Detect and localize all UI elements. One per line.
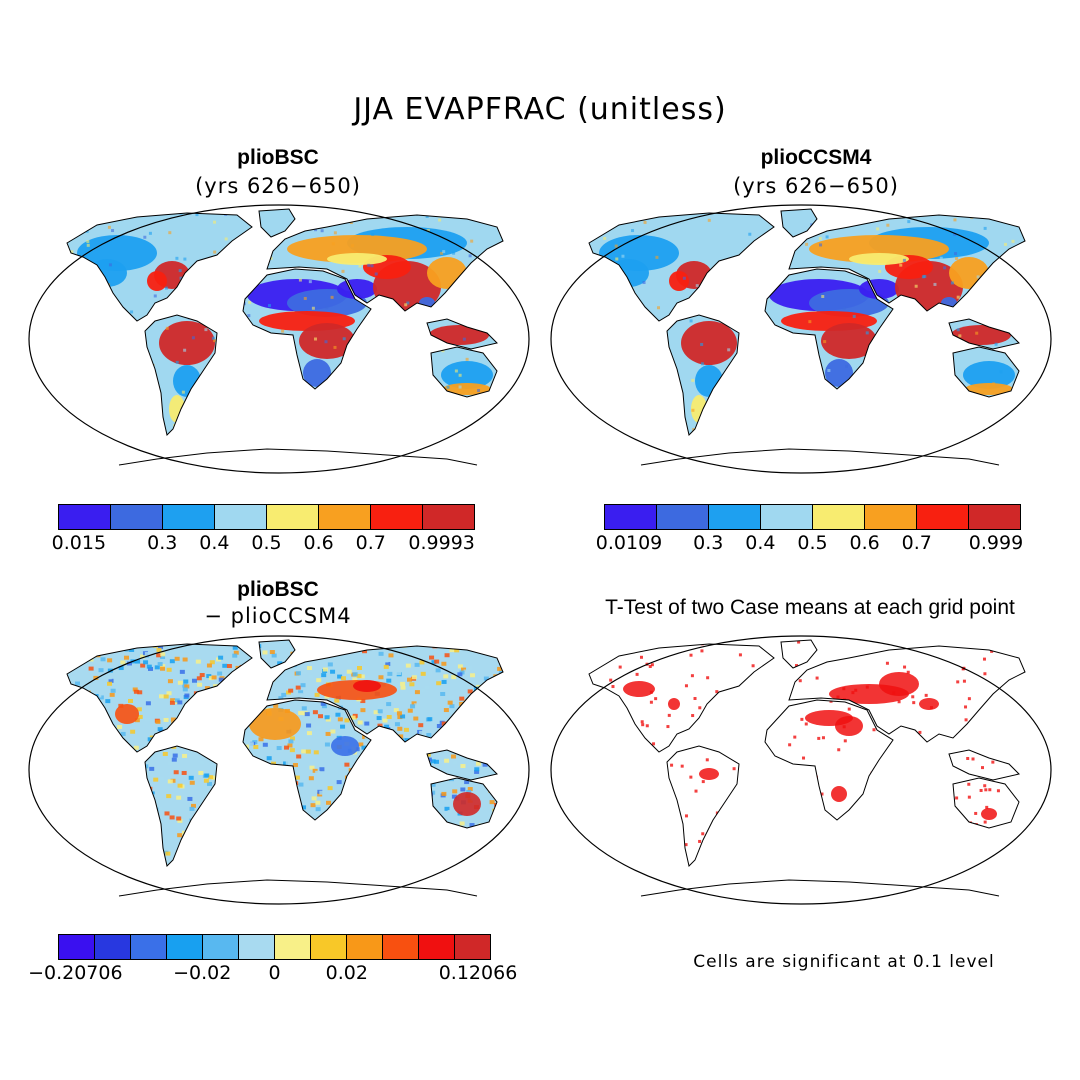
- colorbar-difference: [58, 934, 491, 960]
- colorbar-tick-label: 0.7: [901, 532, 932, 554]
- colorbar-tick-label: 0.6: [849, 532, 880, 554]
- colorbar-plioBSC: [58, 504, 475, 530]
- colorbar-tick-label: 0.4: [745, 532, 776, 554]
- colorbar-swatch: [761, 505, 813, 529]
- colorbar-swatch: [131, 935, 167, 959]
- colorbar-tick-label: 0.4: [199, 532, 230, 554]
- colorbar-swatch: [347, 935, 383, 959]
- colorbar-swatch: [163, 505, 215, 529]
- panel4-title: T-Test of two Case means at each grid po…: [605, 596, 1015, 619]
- panel2-subtitle: (yrs 626−650): [733, 174, 899, 198]
- colorbar-swatch: [267, 505, 319, 529]
- colorbar-swatch: [605, 505, 657, 529]
- colorbar-swatch: [969, 505, 1020, 529]
- panel3-title: plioBSC: [237, 578, 319, 601]
- colorbar-swatch: [455, 935, 490, 959]
- colorbar-swatch: [111, 505, 163, 529]
- colorbar-tick-label: 0.7: [355, 532, 386, 554]
- colorbar-tick-label: 0.12066: [438, 962, 518, 984]
- colorbar-swatch: [813, 505, 865, 529]
- colorbar-swatch: [657, 505, 709, 529]
- panel3-subtitle: − plioCCSM4: [204, 604, 352, 628]
- colorbar-tick-label: 0.02: [325, 962, 368, 984]
- colorbar-tick-label: 0.015: [51, 532, 107, 554]
- colorbar-swatch: [275, 935, 311, 959]
- map-plioBSC: [28, 204, 530, 474]
- map-difference: [28, 635, 530, 905]
- colorbar-tick-label: 0: [268, 962, 281, 984]
- colorbar-swatch: [167, 935, 203, 959]
- colorbar-swatch: [311, 935, 347, 959]
- colorbar-tick-label: 0.3: [693, 532, 724, 554]
- colorbar-tick-label: −0.20706: [28, 962, 123, 984]
- map-plioCCSM4: [550, 204, 1052, 474]
- colorbar-plioCCSM4-ticks: 0.0109 0.3 0.4 0.5 0.6 0.7 0.999: [596, 532, 1024, 556]
- colorbar-tick-label: −0.02: [173, 962, 232, 984]
- colorbar-swatch: [215, 505, 267, 529]
- colorbar-tick-label: 0.3: [147, 532, 178, 554]
- colorbar-swatch: [865, 505, 917, 529]
- colorbar-swatch: [59, 505, 111, 529]
- map-ttest: [550, 635, 1052, 905]
- colorbar-swatch: [319, 505, 371, 529]
- colorbar-plioBSC-ticks: 0.015 0.3 0.4 0.5 0.6 0.7 0.9993: [52, 532, 475, 556]
- colorbar-swatch: [917, 505, 969, 529]
- colorbar-swatch: [709, 505, 761, 529]
- colorbar-tick-label: 0.6: [303, 532, 334, 554]
- figure-title: JJA EVAPFRAC (unitless): [353, 92, 727, 127]
- colorbar-plioCCSM4: [604, 504, 1021, 530]
- colorbar-tick-label: 0.0109: [595, 532, 663, 554]
- significance-note: Cells are significant at 0.1 level: [693, 952, 995, 972]
- colorbar-swatch: [371, 505, 423, 529]
- panel1-subtitle: (yrs 626−650): [195, 174, 361, 198]
- colorbar-swatch: [423, 505, 474, 529]
- colorbar-swatch: [95, 935, 131, 959]
- colorbar-swatch: [59, 935, 95, 959]
- colorbar-tick-label: 0.9993: [408, 532, 475, 554]
- colorbar-tick-label: 0.5: [251, 532, 282, 554]
- colorbar-tick-label: 0.5: [797, 532, 828, 554]
- colorbar-swatch: [203, 935, 239, 959]
- colorbar-swatch: [239, 935, 275, 959]
- panel1-title: plioBSC: [237, 146, 319, 169]
- colorbar-swatch: [419, 935, 455, 959]
- panel2-title: plioCCSM4: [760, 146, 872, 169]
- colorbar-swatch: [383, 935, 419, 959]
- colorbar-difference-ticks: −0.20706 −0.02 0 0.02 0.12066: [28, 962, 517, 986]
- colorbar-tick-label: 0.999: [968, 532, 1024, 554]
